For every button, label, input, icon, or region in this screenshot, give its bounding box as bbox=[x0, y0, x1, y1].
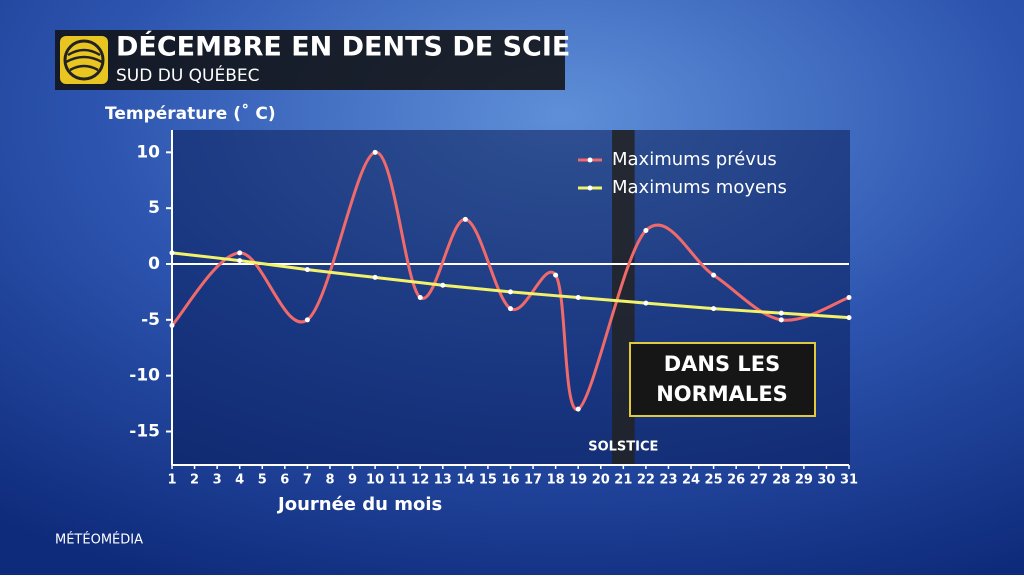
data-point bbox=[462, 216, 468, 222]
title: DÉCEMBRE EN DENTS DE SCIE bbox=[116, 31, 570, 63]
x-tick-label: 31 bbox=[840, 473, 858, 488]
y-tick-label: 10 bbox=[136, 142, 160, 162]
data-point bbox=[372, 274, 378, 280]
x-tick-label: 15 bbox=[479, 473, 497, 488]
x-tick-label: 18 bbox=[547, 473, 565, 488]
x-tick-label: 23 bbox=[659, 473, 677, 488]
legend-dot bbox=[587, 185, 593, 191]
y-tick-label: 5 bbox=[148, 198, 160, 218]
data-point bbox=[778, 310, 784, 316]
title-box bbox=[55, 30, 565, 90]
data-point bbox=[778, 317, 784, 323]
x-tick-label: 11 bbox=[389, 473, 407, 488]
data-point bbox=[846, 295, 852, 300]
data-point bbox=[169, 322, 175, 328]
data-point bbox=[237, 258, 243, 264]
data-point bbox=[643, 300, 649, 306]
x-tick-label: 7 bbox=[303, 473, 312, 488]
x-tick-label: 1 bbox=[167, 473, 176, 488]
x-tick-label: 22 bbox=[637, 473, 655, 488]
legend-label: Maximums moyens bbox=[612, 177, 787, 198]
x-tick-label: 3 bbox=[213, 473, 222, 488]
x-tick-label: 13 bbox=[434, 473, 452, 488]
data-point bbox=[304, 317, 310, 323]
x-tick-label: 20 bbox=[592, 473, 610, 488]
x-tick-label: 4 bbox=[235, 473, 244, 488]
legend-label: Maximums prévus bbox=[612, 149, 777, 170]
data-point bbox=[643, 228, 649, 233]
data-point bbox=[304, 267, 310, 273]
subtitle: SUD DU QUÉBEC bbox=[116, 64, 260, 86]
data-point bbox=[575, 295, 581, 300]
data-point bbox=[372, 149, 378, 155]
data-point bbox=[553, 272, 559, 278]
data-point bbox=[508, 306, 513, 312]
x-tick-label: 6 bbox=[280, 473, 289, 488]
data-point bbox=[575, 406, 581, 412]
y-tick-label: -15 bbox=[129, 422, 160, 442]
data-point bbox=[440, 282, 446, 288]
x-tick-label: 17 bbox=[524, 473, 542, 488]
x-axis-label: Journée du mois bbox=[276, 494, 442, 515]
x-tick-label: 5 bbox=[258, 473, 267, 488]
x-tick-label: 19 bbox=[569, 473, 587, 488]
x-tick-label: 10 bbox=[366, 473, 384, 488]
solstice-band bbox=[612, 130, 635, 465]
legend-dot bbox=[587, 157, 593, 163]
x-tick-label: 8 bbox=[325, 473, 334, 488]
y-tick-label: 0 bbox=[148, 254, 160, 274]
band-label: SOLSTICE bbox=[588, 440, 658, 455]
x-tick-label: 16 bbox=[501, 473, 519, 488]
x-tick-label: 14 bbox=[456, 473, 474, 488]
x-tick-label: 27 bbox=[750, 473, 768, 488]
data-point bbox=[169, 250, 175, 256]
x-tick-label: 9 bbox=[348, 473, 357, 488]
x-tick-label: 28 bbox=[772, 473, 790, 488]
normals-text: NORMALES bbox=[656, 382, 788, 406]
data-point bbox=[237, 250, 243, 256]
data-point bbox=[417, 295, 423, 300]
x-tick-label: 24 bbox=[682, 473, 700, 488]
normals-box bbox=[629, 342, 816, 417]
y-axis-label: Température (˚ C) bbox=[105, 102, 276, 124]
data-point bbox=[711, 272, 717, 278]
data-point bbox=[508, 289, 513, 295]
x-tick-label: 2 bbox=[190, 473, 199, 488]
footer: MÉTÉOMÉDIA bbox=[55, 532, 143, 548]
data-point bbox=[846, 315, 852, 321]
data-point bbox=[711, 306, 717, 312]
x-tick-label: 30 bbox=[817, 473, 835, 488]
normals-text: DANS LES bbox=[664, 352, 781, 376]
x-tick-label: 21 bbox=[614, 473, 632, 488]
x-tick-label: 29 bbox=[795, 473, 813, 488]
x-tick-label: 12 bbox=[411, 473, 429, 488]
x-tick-label: 26 bbox=[727, 473, 745, 488]
x-tick-label: 25 bbox=[705, 473, 723, 488]
y-tick-label: -10 bbox=[129, 366, 160, 386]
logo bbox=[60, 36, 108, 84]
y-tick-label: -5 bbox=[141, 310, 160, 330]
